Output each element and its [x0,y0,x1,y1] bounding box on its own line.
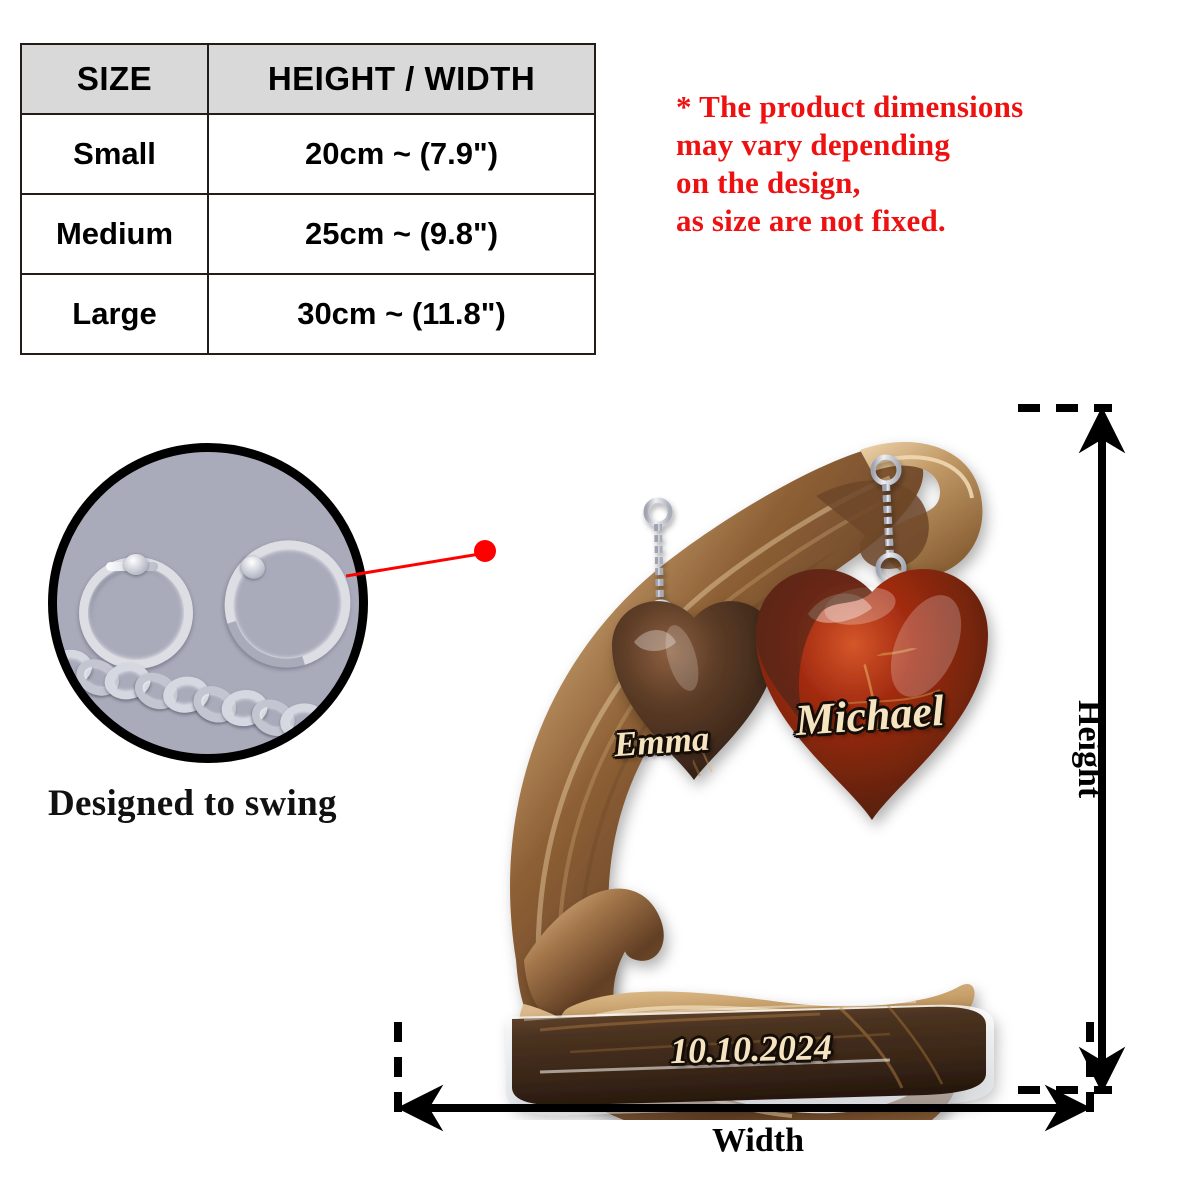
table-row: Small 20cm ~ (7.9") [20,113,596,195]
engraving-date-base: 10.10.2024 [669,1026,833,1072]
detail-pointer-dot [474,540,496,562]
hardware-detail-inset [48,443,368,763]
disclaimer-line-2: may vary depending [676,127,951,163]
cell-size-small: Small [20,113,209,195]
width-dimension-label: Width [712,1122,804,1159]
cell-size-large: Large [20,273,209,355]
engraving-name-large-heart: Michael [793,685,946,746]
disclaimer-line-1: * The product dimensions [676,89,1024,124]
cell-dimension-small: 20cm ~ (7.9") [207,113,596,195]
detail-inset-caption: Designed to swing [48,783,337,824]
cell-dimension-medium: 25cm ~ (9.8") [207,193,596,275]
table-row: Medium 25cm ~ (9.8") [20,193,596,275]
small-heart-emma [612,601,776,781]
disclaimer-line-4: as size are not fixed. [676,203,946,239]
table-row: Large 30cm ~ (11.8") [20,273,596,355]
large-heart-michael [756,569,988,820]
size-chart-table: SIZE HEIGHT / WIDTH Small 20cm ~ (7.9") … [20,43,596,355]
binder-ring-open-icon [202,518,359,690]
table-header-row: SIZE HEIGHT / WIDTH [20,43,596,115]
detail-pointer-line [346,550,492,578]
dimension-disclaimer-note: * The product dimensions may vary depend… [676,88,1146,241]
lower-wave-element [524,888,664,1033]
binder-ring-closed-icon [79,554,193,669]
cell-dimension-large: 30cm ~ (11.8") [207,273,596,355]
product-image [420,400,1020,1120]
height-dimension-label: Height [1071,700,1108,799]
engraving-name-small-heart: Emma [612,718,711,765]
column-header-size: SIZE [20,43,209,115]
column-header-dimension: HEIGHT / WIDTH [207,43,596,115]
disclaimer-line-3: on the design, [676,165,861,201]
cell-size-medium: Medium [20,193,209,275]
